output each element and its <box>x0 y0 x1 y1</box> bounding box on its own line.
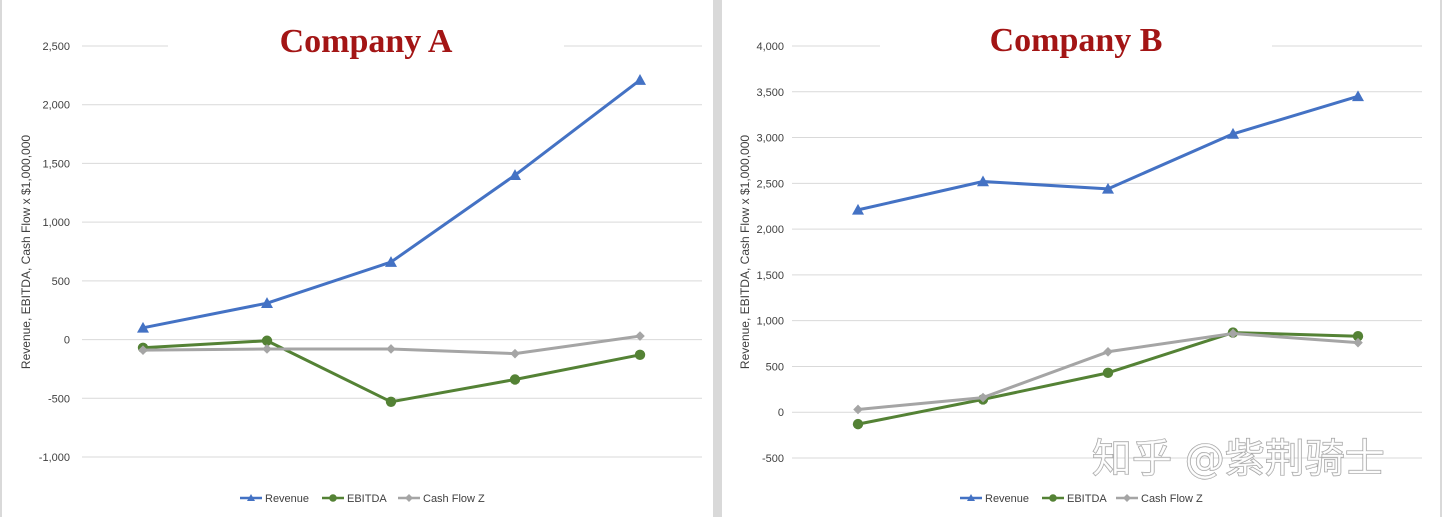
data-point-cash-flow-z <box>386 344 396 354</box>
y-tick-label: 2,000 <box>42 100 70 112</box>
data-point-cash-flow-z <box>1228 328 1238 339</box>
legend-item-ebitda: EBITDA <box>322 493 387 505</box>
data-point-cash-flow-z <box>262 344 272 354</box>
data-point-revenue <box>634 74 646 85</box>
legend-item-revenue: Revenue <box>240 493 309 505</box>
data-point-cash-flow-z <box>138 345 148 355</box>
data-point-revenue <box>1227 127 1239 139</box>
series-cash-flow-z <box>853 328 1363 415</box>
y-tick-label: 0 <box>778 407 784 419</box>
data-point-revenue <box>509 169 521 180</box>
y-tick-label: -1,000 <box>39 452 70 464</box>
y-tick-label: 500 <box>766 361 784 373</box>
legend-swatch-marker <box>967 494 975 501</box>
chart-panel-background <box>2 0 713 517</box>
data-point-cash-flow-z <box>978 392 988 403</box>
watermark-text: 知乎 @紫荆骑士 <box>1092 436 1385 482</box>
legend: Revenue EBITDA Cash Flow Z <box>240 493 485 505</box>
data-point-ebitda <box>509 374 521 385</box>
y-tick-label: 1,500 <box>756 270 784 282</box>
y-tick-label: 0 <box>64 335 70 347</box>
legend-swatch-marker <box>247 494 255 501</box>
series-revenue <box>852 90 1364 215</box>
data-point-cash-flow-z <box>635 331 645 341</box>
y-tick-label: 1,500 <box>42 158 70 170</box>
data-point-ebitda <box>385 396 397 408</box>
data-point-cash-flow-z <box>1353 337 1363 348</box>
y-tick-label: 3,000 <box>756 133 784 145</box>
data-point-ebitda <box>1352 331 1364 342</box>
legend: Revenue EBITDA Cash Flow Z <box>960 493 1203 505</box>
data-point-ebitda <box>852 418 864 430</box>
y-tick-label: 3,500 <box>756 87 784 99</box>
legend-label: Revenue <box>265 493 309 505</box>
series-layer <box>137 74 646 408</box>
data-point-revenue <box>977 175 989 187</box>
series-cash-flow-z <box>138 331 645 359</box>
data-point-ebitda <box>634 349 646 361</box>
data-point-ebitda <box>261 335 273 346</box>
legend-label: EBITDA <box>1067 493 1107 505</box>
legend-item-cash-flow-z: Cash Flow Z <box>1116 493 1203 505</box>
legend-label: EBITDA <box>347 493 387 505</box>
y-axis-title: Revenue, EBITDA, Cash Flow x $1,000,000 <box>738 135 752 369</box>
legend-swatch-marker <box>329 494 337 502</box>
chart-panel-company-b: 4,000 3,500 3,000 2,500 2,000 1,500 1,000 500 0 -… <box>722 0 1440 517</box>
chart-panel-background <box>722 0 1440 517</box>
legend-item-revenue: Revenue <box>960 493 1029 505</box>
y-tick-labels: 2,500 2,000 1,500 1,000 500 0 -500 -1,000 <box>39 41 70 464</box>
series-layer <box>852 90 1364 430</box>
legend-label: Cash Flow Z <box>1141 493 1203 505</box>
data-point-revenue <box>852 203 864 215</box>
legend-item-cash-flow-z: Cash Flow Z <box>398 493 485 505</box>
y-tick-label: -500 <box>48 393 70 405</box>
gridlines <box>82 45 702 458</box>
title-backdrop <box>168 20 564 70</box>
legend-label: Revenue <box>985 493 1029 505</box>
y-tick-label: -500 <box>762 453 784 465</box>
legend-swatch-marker <box>1123 494 1131 502</box>
legend-swatch-marker <box>405 494 413 502</box>
series-revenue <box>137 74 646 333</box>
gridlines <box>792 45 1422 459</box>
y-tick-label: 500 <box>52 276 70 288</box>
data-point-revenue <box>137 321 149 333</box>
legend-label: Cash Flow Z <box>423 493 485 505</box>
y-tick-label: 2,500 <box>42 41 70 53</box>
legend-swatch-marker <box>1049 494 1057 502</box>
data-point-cash-flow-z <box>510 348 520 359</box>
chart-panel-company-a: 2,500 2,000 1,500 1,000 500 0 -500 -1,000 Reven… <box>2 0 713 517</box>
data-point-cash-flow-z <box>853 404 863 415</box>
y-tick-label: 4,000 <box>756 41 784 53</box>
y-tick-label: 1,000 <box>42 217 70 229</box>
data-point-ebitda <box>1102 367 1114 379</box>
data-point-revenue <box>261 297 273 308</box>
data-point-cash-flow-z <box>1103 346 1113 357</box>
title-backdrop <box>880 18 1272 68</box>
y-tick-label: 2,500 <box>756 178 784 190</box>
data-point-revenue <box>1102 182 1114 194</box>
chart-title: Company B <box>990 22 1163 59</box>
data-point-revenue <box>1352 90 1364 102</box>
y-axis-title: Revenue, EBITDA, Cash Flow x $1,000,000 <box>19 135 33 369</box>
chart-title: Company A <box>280 23 453 60</box>
data-point-revenue <box>385 256 397 267</box>
y-tick-labels: 4,000 3,500 3,000 2,500 2,000 1,500 1,000 500 0 -… <box>756 41 784 465</box>
y-tick-label: 1,000 <box>756 316 784 328</box>
legend-item-ebitda: EBITDA <box>1042 493 1107 505</box>
y-tick-label: 2,000 <box>756 224 784 236</box>
